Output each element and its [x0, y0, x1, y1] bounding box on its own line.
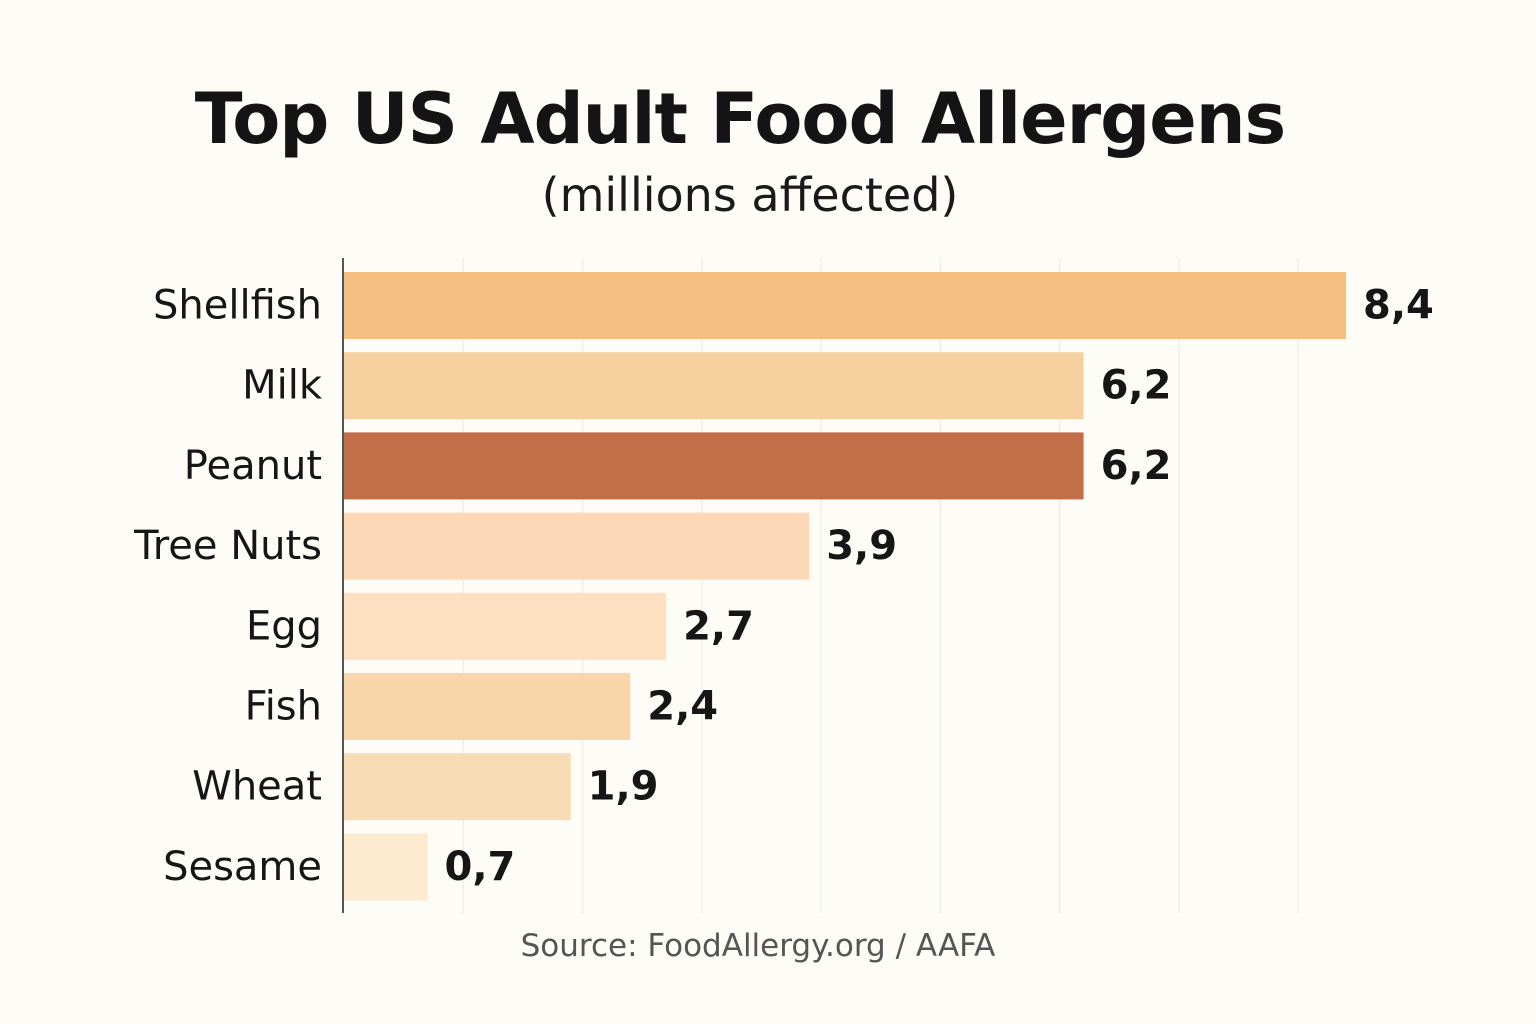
bar-shellfish — [344, 272, 1346, 339]
value-label: 2,4 — [647, 684, 718, 730]
category-label: Tree Nuts — [133, 523, 322, 569]
bar-wheat — [344, 753, 571, 821]
category-label: Peanut — [184, 443, 322, 489]
category-label: Egg — [246, 603, 322, 649]
bar-fish — [344, 673, 631, 740]
category-label: Wheat — [192, 764, 322, 810]
value-label: 6,2 — [1101, 363, 1172, 409]
category-label: Milk — [242, 363, 323, 409]
bar-sesame — [344, 833, 428, 901]
chart-subtitle: (millions affected) — [541, 168, 959, 222]
source-note: Source: FoodAllergy.org / AAFA — [520, 928, 996, 964]
value-label: 3,9 — [826, 523, 897, 569]
labels: Shellfish 8,4 Milk 6,2 Peanut 6,2 Tree Nuts 3,9… — [133, 283, 1434, 890]
bar-milk — [344, 352, 1084, 420]
value-label: 8,4 — [1363, 283, 1434, 329]
category-label: Fish — [245, 684, 322, 730]
bar-peanut — [344, 432, 1084, 500]
value-label: 1,9 — [588, 764, 659, 810]
value-label: 2,7 — [683, 603, 754, 649]
bars — [344, 272, 1346, 901]
category-label: Shellfish — [153, 283, 322, 329]
bar-tree-nuts — [344, 512, 810, 580]
chart-title: Top US Adult Food Allergens — [194, 78, 1286, 160]
value-label: 6,2 — [1101, 443, 1172, 489]
value-label: 0,7 — [445, 844, 516, 890]
category-label: Sesame — [163, 844, 322, 890]
bar-egg — [344, 592, 667, 660]
